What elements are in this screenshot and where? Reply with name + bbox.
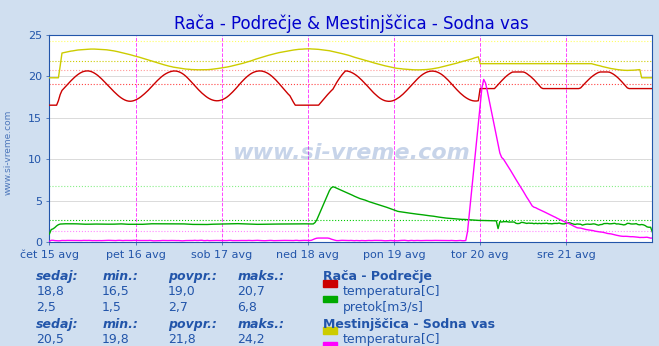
Text: 19,0: 19,0	[168, 285, 196, 299]
Text: maks.:: maks.:	[237, 318, 284, 331]
Text: Rača - Podrečje: Rača - Podrečje	[323, 270, 432, 283]
Text: min.:: min.:	[102, 270, 138, 283]
Text: maks.:: maks.:	[237, 270, 284, 283]
Text: www.si-vreme.com: www.si-vreme.com	[3, 110, 13, 195]
Text: 1,5: 1,5	[102, 301, 122, 314]
Text: 21,8: 21,8	[168, 333, 196, 346]
Text: www.si-vreme.com: www.si-vreme.com	[232, 143, 470, 163]
Text: sedaj:: sedaj:	[36, 270, 79, 283]
Text: temperatura[C]: temperatura[C]	[343, 285, 440, 299]
Text: 24,2: 24,2	[237, 333, 265, 346]
Text: 20,5: 20,5	[36, 333, 64, 346]
Text: 2,7: 2,7	[168, 301, 188, 314]
Text: 18,8: 18,8	[36, 285, 64, 299]
Text: 20,7: 20,7	[237, 285, 265, 299]
Text: temperatura[C]: temperatura[C]	[343, 333, 440, 346]
Text: 19,8: 19,8	[102, 333, 130, 346]
Text: 16,5: 16,5	[102, 285, 130, 299]
Text: 6,8: 6,8	[237, 301, 257, 314]
Title: Rača - Podrečje & Mestinjščica - Sodna vas: Rača - Podrečje & Mestinjščica - Sodna v…	[173, 15, 529, 33]
Text: pretok[m3/s]: pretok[m3/s]	[343, 301, 424, 314]
Text: sedaj:: sedaj:	[36, 318, 79, 331]
Text: Mestinjščica - Sodna vas: Mestinjščica - Sodna vas	[323, 318, 495, 331]
Text: min.:: min.:	[102, 318, 138, 331]
Text: povpr.:: povpr.:	[168, 318, 217, 331]
Text: 2,5: 2,5	[36, 301, 56, 314]
Text: povpr.:: povpr.:	[168, 270, 217, 283]
